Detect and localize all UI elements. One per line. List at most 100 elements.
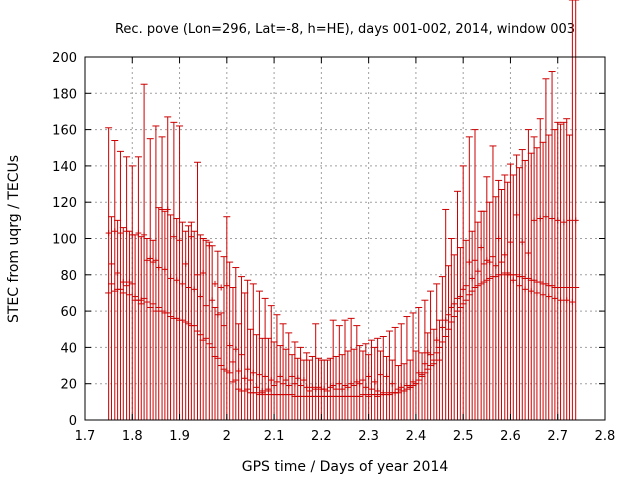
error-bar — [495, 179, 503, 420]
error-bar — [182, 230, 190, 420]
error-bar — [427, 290, 435, 420]
y-tick-label: 0 — [69, 414, 77, 429]
error-bar — [258, 337, 266, 420]
error-bar — [119, 227, 127, 420]
error-bar — [536, 118, 544, 420]
y-tick-label: 120 — [52, 196, 77, 211]
y-tick-label: 160 — [52, 124, 77, 139]
error-bar — [255, 290, 263, 420]
x-tick-label: 2.2 — [311, 429, 332, 444]
error-bar — [143, 238, 151, 420]
error-bar — [220, 256, 228, 420]
error-bar — [513, 154, 521, 420]
error-bar — [244, 279, 252, 420]
error-bar — [217, 284, 225, 420]
error-bar — [264, 337, 272, 420]
error-bar — [415, 306, 423, 420]
error-bar — [572, 0, 580, 420]
error-bar — [214, 250, 222, 420]
error-bar — [137, 236, 145, 420]
y-tick-label: 40 — [60, 341, 77, 356]
y-tick-label: 140 — [52, 160, 77, 175]
x-tick-label: 2.8 — [595, 429, 616, 444]
error-bar — [199, 238, 207, 420]
y-tick-label: 20 — [60, 378, 77, 393]
error-bar — [359, 350, 367, 420]
error-bar — [232, 267, 240, 420]
error-bar — [211, 280, 219, 420]
y-tick-label: 180 — [52, 87, 77, 102]
error-bar — [196, 234, 204, 420]
error-bar — [356, 345, 364, 420]
error-bar — [406, 359, 414, 420]
x-axis-label: GPS time / Days of year 2014 — [242, 459, 449, 475]
error-bar — [176, 125, 184, 420]
error-bar — [226, 261, 234, 420]
error-bar — [335, 325, 343, 420]
error-bar — [518, 149, 526, 420]
error-bar — [107, 216, 115, 420]
error-bar — [456, 247, 464, 420]
error-bar — [480, 210, 488, 420]
error-bar — [253, 334, 261, 420]
error-bar — [116, 150, 124, 420]
error-bar — [178, 221, 186, 420]
x-tick-label: 1.8 — [122, 429, 143, 444]
data-series — [105, 0, 580, 420]
error-bar — [105, 127, 113, 420]
error-bar — [474, 221, 482, 420]
error-bar — [430, 328, 438, 420]
error-bar — [445, 265, 453, 420]
error-bar — [155, 207, 163, 420]
error-bar — [371, 346, 379, 420]
error-bar — [433, 283, 441, 420]
error-bar — [438, 276, 446, 420]
error-bar — [530, 136, 538, 420]
error-bar — [187, 221, 195, 420]
error-bar — [497, 188, 505, 420]
error-bar — [194, 161, 202, 420]
x-tick-label: 2.4 — [406, 429, 427, 444]
error-bar — [208, 245, 216, 420]
error-bar — [285, 332, 293, 420]
error-bar — [167, 214, 175, 420]
error-bar — [365, 354, 373, 420]
error-bar — [164, 116, 172, 420]
error-bar — [509, 174, 517, 420]
x-tick-label: 1.7 — [75, 429, 96, 444]
error-bar — [123, 156, 131, 420]
error-bar — [412, 350, 420, 420]
error-bar — [202, 239, 210, 420]
y-tick-label: 60 — [60, 305, 77, 320]
error-bar — [492, 196, 500, 420]
error-bar — [362, 343, 370, 420]
x-tick-label: 1.9 — [169, 429, 190, 444]
error-bar — [462, 239, 470, 420]
axis-ticks: 1.7 1.8 1.9 2 2.1 2.2 2.3 2.4 2.5 2.6 2.7 2.8 0 20 40 6… — [52, 51, 615, 444]
error-bar — [146, 138, 154, 420]
error-bar — [140, 83, 148, 420]
error-bar — [409, 312, 417, 420]
error-bar — [190, 230, 198, 420]
chart-title: Rec. pove (Lon=296, Lat=-8, h=HE), days … — [115, 22, 575, 37]
y-axis-label: STEC from uqrg / TECUs — [6, 155, 22, 323]
error-bar — [223, 216, 231, 420]
x-tick-label: 2.3 — [358, 429, 379, 444]
error-bar — [374, 337, 382, 420]
error-bar — [436, 319, 444, 420]
error-bar — [273, 314, 281, 420]
y-tick-label: 80 — [60, 269, 77, 284]
y-tick-label: 100 — [52, 233, 77, 248]
x-tick-label: 2.7 — [547, 429, 568, 444]
error-bar — [161, 210, 169, 420]
error-bar — [229, 287, 237, 420]
error-bar — [447, 238, 455, 420]
x-tick-label: 2.6 — [500, 429, 521, 444]
error-bar — [246, 328, 254, 420]
error-bar — [173, 218, 181, 420]
error-bar — [468, 230, 476, 420]
error-bar — [542, 78, 550, 420]
error-bar — [261, 297, 269, 420]
error-bar — [450, 254, 458, 420]
error-bar — [185, 225, 193, 420]
